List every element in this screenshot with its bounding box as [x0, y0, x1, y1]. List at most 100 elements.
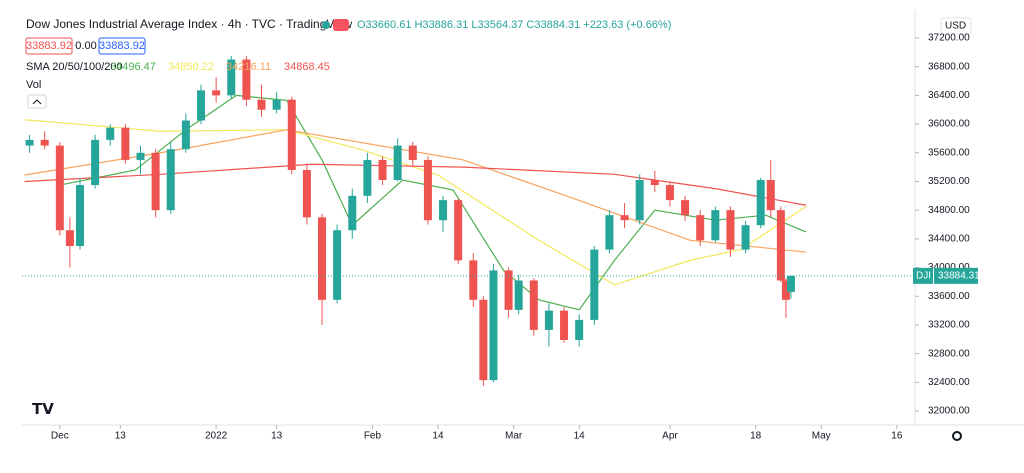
candle-body	[529, 280, 538, 330]
candle-body	[151, 152, 160, 211]
candle-body	[302, 169, 311, 218]
candle-body	[181, 120, 190, 150]
candle-body	[575, 319, 584, 340]
x-tick-label: 18	[750, 431, 762, 442]
ask-price: 33883.92	[99, 40, 145, 52]
x-tick-label: 13	[271, 431, 283, 442]
candle-body	[681, 200, 690, 216]
currency-button[interactable]	[940, 17, 972, 35]
candle-body	[55, 145, 64, 231]
candle-body	[469, 260, 478, 300]
candle-body	[136, 152, 145, 160]
x-tick-label: 14	[432, 431, 444, 442]
candle-body	[393, 145, 402, 181]
candle-body	[40, 139, 49, 146]
candle-body	[257, 99, 266, 110]
spread: 0.00	[75, 40, 96, 52]
candle-body	[711, 210, 720, 241]
y-tick-label: 33200.00	[928, 320, 970, 331]
candle-body	[272, 99, 281, 110]
candle-body	[544, 310, 553, 330]
x-tick-label: 2022	[205, 431, 228, 442]
last-price-label: 33884.31	[938, 270, 980, 281]
y-tick-label: 34800.00	[928, 205, 970, 216]
y-tick-label: 36800.00	[928, 61, 970, 72]
candle-body	[287, 99, 296, 170]
sma-line	[24, 119, 807, 286]
candle-body	[590, 249, 599, 320]
y-tick-label: 37200.00	[928, 33, 970, 44]
candle-body	[665, 185, 674, 201]
candle-body	[378, 159, 387, 181]
last-price-tag	[934, 267, 978, 284]
candle-body	[454, 200, 463, 261]
candle-body	[781, 280, 790, 300]
candle-body	[197, 90, 206, 121]
candle-body	[741, 225, 750, 250]
y-tick-label: 32800.00	[928, 348, 970, 359]
x-tick-label: 13	[115, 431, 127, 442]
candle-body	[348, 195, 357, 231]
sma-label: SMA 20/50/100/200	[26, 61, 123, 73]
candle-body	[650, 180, 659, 186]
y-tick-label: 35200.00	[928, 176, 970, 187]
candle-body	[479, 299, 488, 381]
y-tick-label: 35600.00	[928, 147, 970, 158]
chart-title: Dow Jones Industrial Average Index · 4h …	[26, 17, 353, 31]
x-tick-label: Apr	[662, 431, 678, 442]
settings-icon[interactable]	[952, 431, 962, 441]
candle-body	[635, 180, 644, 221]
x-tick-label: Dec	[51, 431, 69, 442]
candle-body	[363, 159, 372, 196]
sma-value: 34496.47	[110, 61, 156, 73]
logo: 𝗧𝗩	[32, 401, 54, 418]
candle-body	[212, 90, 221, 96]
status-dot	[322, 21, 330, 29]
y-tick-label: 36000.00	[928, 119, 970, 130]
collapse-button[interactable]	[27, 94, 47, 109]
candle-body	[318, 217, 327, 300]
volume-label: Vol	[26, 79, 41, 91]
candle-body	[91, 139, 100, 186]
candle-body	[166, 149, 175, 211]
plot-area	[22, 55, 915, 386]
candle-body	[766, 180, 775, 211]
collapse-icon	[32, 99, 42, 105]
candle-body	[121, 127, 130, 160]
y-tick-label: 36400.00	[928, 90, 970, 101]
candle-body	[25, 139, 34, 146]
candle-body	[242, 59, 251, 100]
candle-body	[786, 275, 795, 292]
candle-body	[333, 230, 342, 300]
x-tick-label: Feb	[364, 431, 382, 442]
candle-body	[65, 230, 74, 247]
candle-body	[408, 145, 417, 160]
sma-line	[24, 163, 807, 206]
candle-body	[489, 270, 498, 381]
y-tick-label: 32400.00	[928, 377, 970, 388]
x-tick-label: 14	[574, 431, 586, 442]
sma-value: 34216.11	[226, 61, 271, 73]
sma-line	[24, 129, 807, 253]
candle-body	[106, 127, 115, 140]
candle-body	[514, 280, 523, 310]
x-tick-label: Mar	[505, 431, 523, 442]
candle-body	[423, 159, 432, 221]
ask-box[interactable]	[98, 37, 146, 55]
candle-body	[726, 210, 735, 250]
candle-body	[439, 200, 448, 221]
bid-box[interactable]	[25, 37, 73, 55]
y-tick-label: 34400.00	[928, 233, 970, 244]
bid-price: 33883.92	[26, 40, 72, 52]
symbol-label: DJI	[916, 270, 931, 281]
y-tick-label: 34000.00	[928, 262, 970, 273]
ohlc-readout: O33660.61 H33886.31 L33564.37 C33884.31 …	[357, 19, 671, 31]
sma-value: 34868.45	[284, 61, 330, 73]
market-icon[interactable]	[333, 19, 349, 31]
sma-line	[59, 94, 807, 311]
y-tick-label: 33600.00	[928, 291, 970, 302]
candle-body	[504, 270, 513, 310]
symbol-tag	[913, 267, 933, 284]
sma-value: 34850.22	[168, 61, 214, 73]
